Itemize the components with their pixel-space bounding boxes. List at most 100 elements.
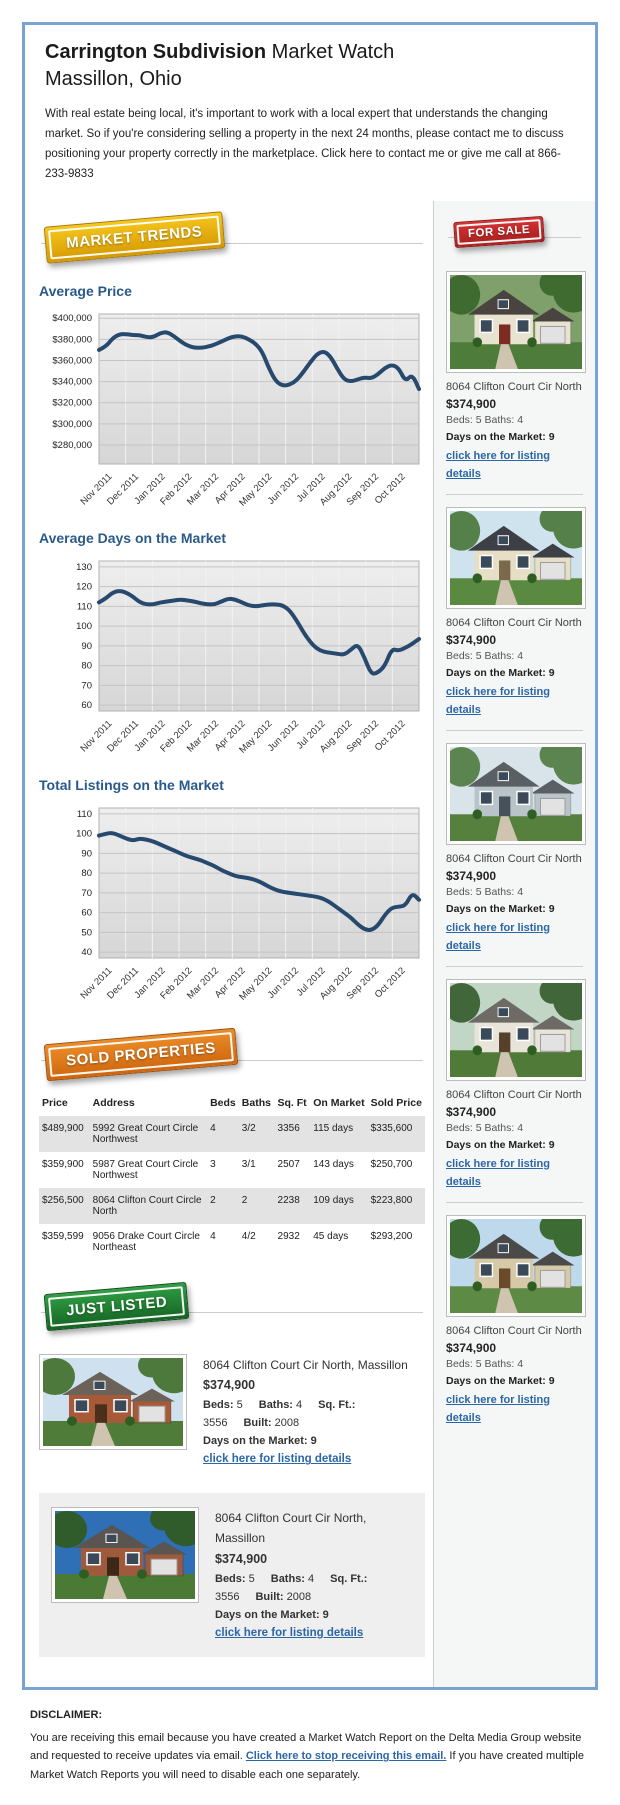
for-sale-listing-list: 8064 Clifton Court Cir North $374,900 Be… [442,268,595,1426]
svg-text:$340,000: $340,000 [52,376,92,387]
chart-title: Average Price [39,282,132,299]
svg-text:40: 40 [81,947,92,958]
listing-details-link[interactable]: click here for listing details [446,1157,550,1188]
svg-text:$320,000: $320,000 [52,397,92,408]
spec-value: 2008 [274,1417,300,1430]
average-price-line-chart: $280,000 $300,000 $320,000 $340,000 $360,000… [52,313,421,508]
listing-days-on-market: Days on the Market: 9 [215,1608,329,1621]
spec-value: 5 [236,1398,243,1411]
svg-text:70: 70 [81,680,92,691]
svg-text:$300,000: $300,000 [52,418,92,429]
listing-spec: Sq. Ft.: 3556 [203,1399,355,1429]
spec-label: Built: [255,1590,284,1603]
for-sale-listing: 8064 Clifton Court Cir North $374,900 Be… [442,976,595,1190]
intro-text: With real estate being local, it's impor… [45,108,564,181]
days-on-market-chart-block: Average Days on the Market 60 70 80 90 100 11… [39,530,425,765]
spec-label: Beds: [203,1398,234,1411]
sold-cell: $489,900 [42,1122,84,1134]
svg-text:60: 60 [81,700,92,711]
listing-details-link[interactable]: click here for listing details [203,1453,352,1466]
svg-text:90: 90 [81,640,92,651]
svg-text:$280,000: $280,000 [52,439,92,450]
col-sold-price: Sold Price [370,1096,422,1109]
listing-days-on-market: Days on the Market: 9 [446,902,555,915]
sold-cell: 2507 [277,1158,300,1170]
listing-separator [446,1201,583,1203]
average-price-chart-block: Average Price $280,000 $300,000 $320,000 $3… [39,283,425,518]
svg-text:110: 110 [77,601,92,612]
sold-cell: $256,500 [42,1194,84,1206]
spec-value: 4 [296,1398,303,1411]
svg-text:90: 90 [81,848,92,859]
listing-address: 8064 Clifton Court Cir North [446,852,582,865]
listing-days-on-market: Days on the Market: 9 [446,430,555,443]
sold-cell: $223,800 [370,1194,413,1206]
chart-title: Average Days on the Market [39,529,226,546]
table-header-row: Price Address Beds Baths Sq. Ft On Marke… [39,1090,425,1116]
for-sale-listing: 8064 Clifton Court Cir North $374,900 Be… [442,1212,595,1426]
listing-photo[interactable] [442,976,595,1081]
listing-photo[interactable] [442,740,595,845]
unsubscribe-link[interactable]: Click here to stop receiving this email. [245,1750,447,1763]
listing-price: $374,900 [215,1551,268,1566]
sold-cell: $359,900 [42,1158,84,1170]
sold-property-row: $256,500 8064 Clifton Court Circle North 2… [39,1187,425,1224]
sold-cell: 4 [210,1122,216,1134]
sold-cell: 5992 Great Court Circle Northwest [92,1122,199,1145]
listing-price: $374,900 [203,1378,256,1393]
listing-photo[interactable] [442,504,595,609]
listing-photo[interactable] [442,268,595,373]
svg-text:100: 100 [76,828,92,839]
listing-specs: Beds: 5 Baths: 4 Sq. Ft.: 3556 Built: 2008 [203,1396,425,1432]
sold-cell: 115 days [313,1122,354,1134]
listing-price: $374,900 [446,1341,497,1356]
sold-cell: 2932 [277,1230,300,1242]
listing-details-link[interactable]: click here for listing details [446,449,550,480]
col-beds: Beds [210,1096,236,1109]
spec-value: 5 [248,1572,255,1585]
just-listed-item: 8064 Clifton Court Cir North, Massillon … [39,1493,425,1657]
spec-value: 2008 [286,1590,312,1603]
listing-photo[interactable] [442,1212,595,1317]
svg-text:130: 130 [76,561,92,572]
content-area: MARKET TRENDS Average Price $280,000 $300… [25,200,595,1687]
svg-text:120: 120 [76,581,92,592]
listing-price: $374,900 [446,397,497,411]
listing-specs: Beds: 5 Baths: 4 Sq. Ft.: 3556 Built: 2008 [215,1570,413,1606]
listing-spec: Beds: 5 [215,1573,255,1585]
listing-separator [446,493,583,495]
listing-address: 8064 Clifton Court Cir North [446,1088,582,1101]
sold-cell: 2 [210,1194,216,1206]
listing-details-link[interactable]: click here for listing details [446,685,550,716]
for-sale-listing: 8064 Clifton Court Cir North $374,900 Be… [442,504,595,718]
svg-text:100: 100 [76,621,92,632]
sold-properties-table: Price Address Beds Baths Sq. Ft On Marke… [39,1090,425,1260]
listing-details-link[interactable]: click here for listing details [446,1393,550,1424]
sold-property-row: $489,900 5992 Great Court Circle Northwes… [39,1115,425,1152]
listing-spec: Beds: 5 [203,1399,243,1411]
svg-text:70: 70 [81,887,92,898]
listing-separator [446,965,583,967]
listing-photo[interactable] [35,1351,196,1450]
svg-text:$380,000: $380,000 [52,334,92,345]
divider [41,1311,423,1313]
listing-spec: Baths: 4 [259,1399,302,1411]
svg-text:$400,000: $400,000 [52,313,92,324]
sold-properties-badge: SOLD PROPERTIES [43,1027,239,1081]
newsletter-container: Carrington Subdivision Market Watch Mass… [22,22,598,1690]
sold-property-row: $359,599 9056 Drake Court Circle Northeas… [39,1224,425,1260]
listing-details-link[interactable]: click here for listing details [215,1626,364,1639]
listing-days-on-market: Days on the Market: 9 [446,1138,555,1151]
col-address: Address [92,1096,135,1109]
listing-price: $374,900 [446,1105,497,1120]
spec-label: Sq. Ft.: [318,1398,356,1411]
sold-cell: $335,600 [370,1122,413,1134]
sold-cell: 3/2 [241,1122,256,1134]
sold-cell: 109 days [313,1194,354,1206]
sold-cell: 9056 Drake Court Circle Northeast [92,1230,200,1253]
listing-photo[interactable] [47,1505,208,1604]
listing-details-link[interactable]: click here for listing details [446,921,550,952]
for-sale-badge: FOR SALE [453,215,545,248]
spec-label: Baths: [258,1398,293,1411]
